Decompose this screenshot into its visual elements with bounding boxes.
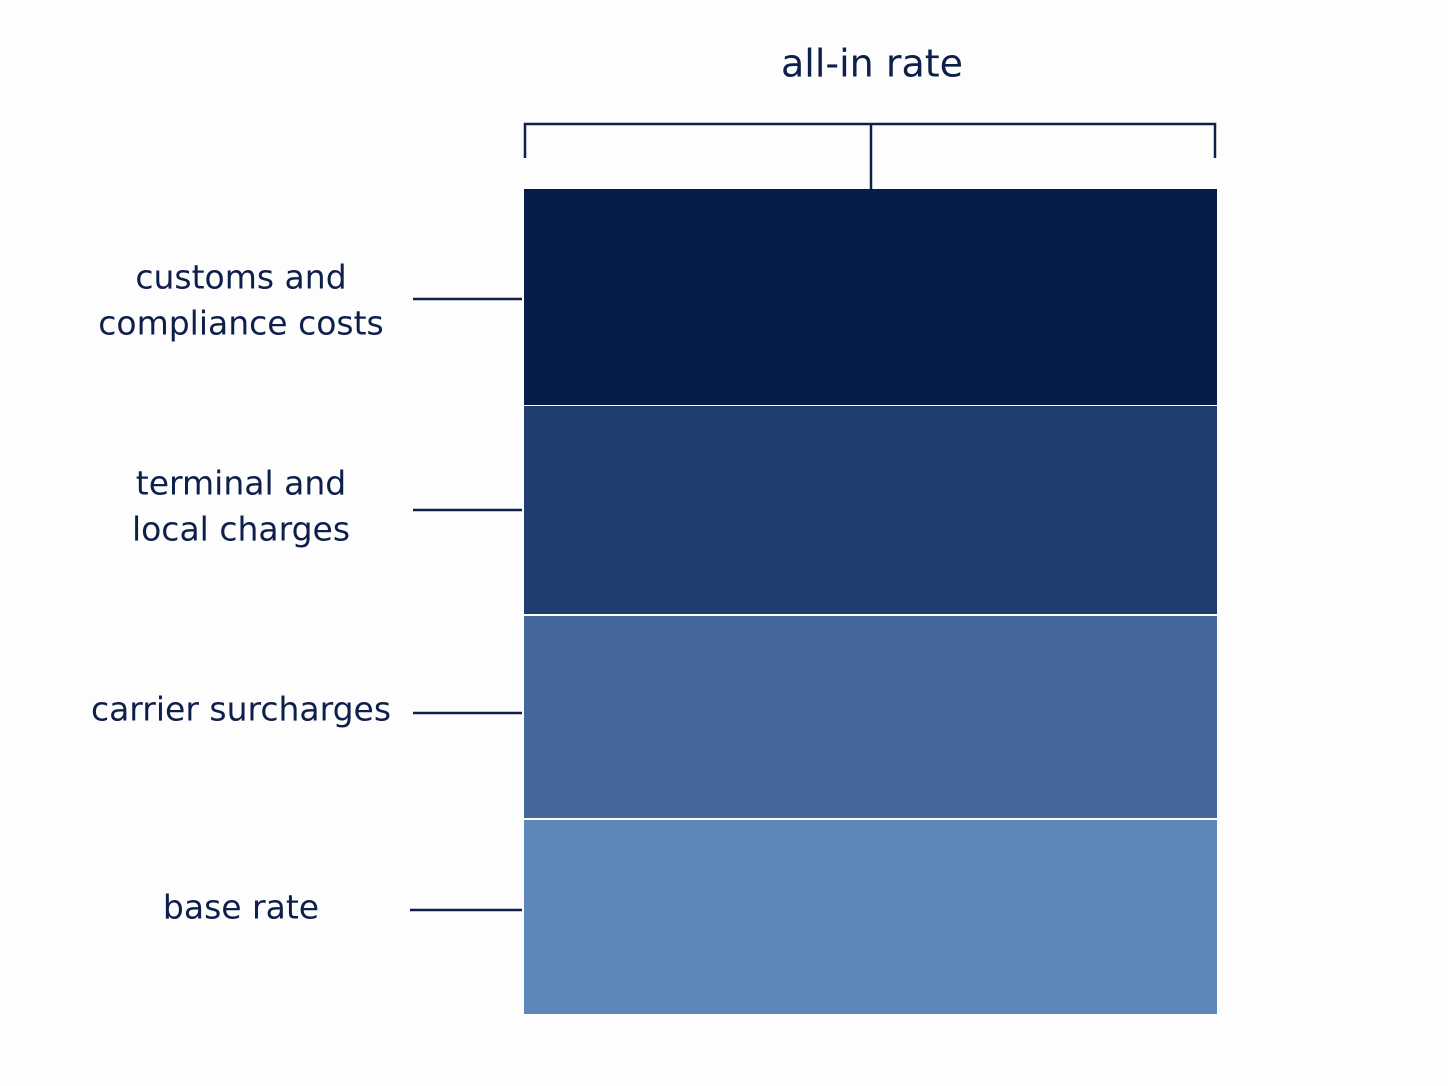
layer-block — [524, 189, 1217, 405]
layer-label: compliance costs — [98, 304, 384, 343]
layer-block — [524, 820, 1217, 1014]
layer-label: terminal and — [136, 464, 346, 503]
layer-label: local charges — [132, 510, 350, 549]
layer-block — [524, 616, 1217, 818]
layer-block — [524, 406, 1217, 614]
layer-label: carrier surcharges — [91, 690, 391, 729]
layer-label: base rate — [163, 888, 319, 927]
layer-label: customs and — [135, 258, 346, 297]
title: all-in rate — [781, 42, 963, 86]
bracket — [523, 122, 1217, 190]
